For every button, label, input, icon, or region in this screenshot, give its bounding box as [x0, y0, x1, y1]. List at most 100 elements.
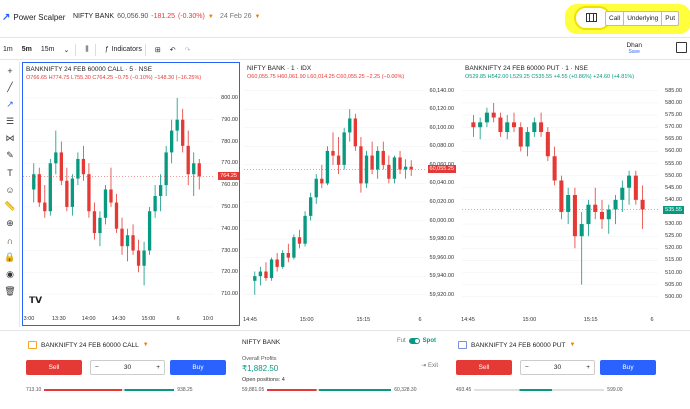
y-tick-label: 730.00: [221, 247, 238, 254]
candle-body: [87, 174, 91, 212]
interval-1m[interactable]: 1m: [3, 46, 13, 53]
broker-account[interactable]: Dhan Save: [626, 42, 642, 55]
brush-icon[interactable]: ✎: [6, 150, 14, 160]
x-tick-label: 3:00: [23, 316, 35, 322]
candle-body: [336, 155, 341, 165]
y-tick-label: 560.00: [665, 148, 682, 155]
put-quantity[interactable]: 30: [553, 364, 562, 371]
layout-icon[interactable]: ⊞: [154, 46, 161, 54]
trendline-icon[interactable]: ╱: [7, 82, 13, 92]
indicators-icon[interactable]: ƒ: [104, 46, 109, 53]
eye-icon[interactable]: ◉: [6, 269, 14, 279]
fullscreen-icon[interactable]: [676, 42, 687, 53]
put-chart-canvas[interactable]: [462, 62, 658, 312]
candle-body: [348, 118, 352, 133]
call-sell-button[interactable]: Sell: [26, 360, 82, 375]
put-quantity-stepper[interactable]: − 30 +: [520, 360, 595, 375]
fut-spot-toggle[interactable]: Fut Spot: [397, 338, 436, 344]
underlying-chart-canvas[interactable]: [244, 62, 426, 312]
interval-5m[interactable]: 5m: [21, 46, 32, 53]
crosshair-icon[interactable]: +: [7, 65, 13, 76]
toggle-switch[interactable]: [408, 338, 420, 344]
chart-panel-underlying[interactable]: 60,140.00 60,120.00 60,100.00 60,080.00 60,0…: [243, 62, 456, 326]
candle-body: [70, 178, 75, 207]
call-chart-canvas[interactable]: [23, 63, 214, 313]
underlying-ohlc: O60,055.75 H60,061.90 L60,014.25 C60,055…: [247, 74, 405, 80]
undo-icon[interactable]: ↶: [169, 46, 176, 54]
call-quantity-stepper[interactable]: − 30 +: [90, 360, 165, 375]
expiry-date[interactable]: 24 Feb 26 ▼: [220, 13, 260, 20]
chevron-down-icon[interactable]: ▼: [254, 13, 261, 20]
last-price-label: 60,055.25: [427, 165, 456, 174]
put-sell-button[interactable]: Sell: [456, 360, 512, 375]
tab-put[interactable]: Put: [665, 15, 676, 22]
candle-body: [403, 166, 408, 170]
call-buy-button[interactable]: Buy: [170, 360, 226, 375]
minus-icon[interactable]: −: [525, 364, 529, 371]
x-tick-label: 14:30: [111, 316, 126, 322]
emoji-icon[interactable]: ☺: [5, 184, 15, 195]
candle-body: [484, 112, 489, 123]
spot-label[interactable]: Spot: [422, 338, 436, 344]
call-time-axis: 3:00 13:30 14:00 14:30 15:00 6 10:0: [23, 313, 241, 325]
candle-body: [164, 152, 168, 186]
candle-body: [120, 228, 124, 247]
overall-profits-label: Overall Profits: [242, 356, 277, 362]
expiry-date-label: 24 Feb 26: [220, 13, 252, 20]
candle-type-icon[interactable]: ⫼: [85, 45, 89, 53]
magnet-icon[interactable]: ∩: [6, 235, 14, 246]
layout-columns-icon[interactable]: [586, 13, 597, 22]
chart-panel-call[interactable]: 800.00 790.00 780.00 770.00 760.00 750.00 740.…: [22, 62, 240, 326]
y-tick-label: 515.00: [665, 257, 682, 264]
call-trade-header[interactable]: BANKNIFTY 24 FEB 60000 CALL ▼: [28, 341, 149, 349]
ruler-icon[interactable]: 📏: [4, 201, 16, 211]
call-quantity[interactable]: 30: [123, 364, 132, 371]
candle-body: [491, 112, 496, 118]
redo-icon[interactable]: ↷: [184, 46, 191, 54]
chart-panel-put[interactable]: 585.00 580.00 575.00 570.00 565.00 560.00 555.…: [461, 62, 684, 326]
exit-button[interactable]: ⇥ Exit: [421, 362, 438, 369]
app-brand[interactable]: ↗ Power Scalper: [2, 12, 65, 23]
minus-icon[interactable]: −: [95, 364, 99, 371]
open-positions[interactable]: Open positions: 4: [242, 377, 285, 383]
candle-body: [37, 174, 41, 203]
y-tick-label: 760.00: [221, 182, 238, 189]
trade-panel: BANKNIFTY 24 FEB 60000 CALL ▼ Sell − 30 …: [0, 330, 690, 409]
pattern-icon[interactable]: ⋈: [5, 133, 15, 143]
fib-icon[interactable]: ☰: [5, 116, 15, 126]
candle-body: [606, 209, 611, 220]
chevron-down-icon[interactable]: ▼: [569, 342, 576, 348]
zoom-icon[interactable]: ⊕: [6, 218, 14, 228]
candle-body: [586, 204, 591, 225]
chevron-down-icon[interactable]: ▼: [207, 13, 214, 20]
chevron-down-icon[interactable]: ⌄: [63, 46, 70, 54]
trash-icon[interactable]: 🗑: [4, 286, 16, 296]
last-price-label: 535.55: [663, 205, 684, 214]
y-tick-label: 540.00: [665, 196, 682, 203]
lock-icon[interactable]: 🔒: [4, 252, 16, 262]
text-icon[interactable]: T: [7, 167, 13, 178]
indicators-label[interactable]: Indicators: [111, 46, 142, 53]
candle-body: [76, 158, 80, 179]
call-range-high: 938.25: [177, 387, 193, 393]
candle-body: [505, 122, 510, 133]
tab-underlying[interactable]: Underlying: [624, 12, 663, 25]
chevron-down-icon[interactable]: ▼: [142, 342, 149, 348]
arrow-icon[interactable]: ↗: [6, 99, 14, 109]
call-range-low: 713.10: [26, 387, 42, 393]
y-tick-label: 60,040.00: [429, 180, 454, 187]
tab-call[interactable]: Call: [606, 12, 625, 25]
plus-icon[interactable]: +: [586, 364, 590, 371]
underlying-symbol: NIFTY BANK: [242, 339, 281, 346]
candle-body: [498, 117, 503, 133]
interval-15m[interactable]: 15m: [40, 46, 55, 53]
fut-label[interactable]: Fut: [396, 338, 406, 344]
candle-body: [158, 185, 163, 196]
put-trade-header[interactable]: BANKNIFTY 24 FEB 60000 PUT ▼: [458, 341, 575, 349]
put-buy-button[interactable]: Buy: [600, 360, 656, 375]
ticker-summary[interactable]: NIFTY BANK 60,056.90 -181.25 (-0.30%) ▼: [73, 13, 214, 20]
candle-body: [370, 155, 374, 170]
broker-save[interactable]: Save: [628, 49, 640, 55]
plus-icon[interactable]: +: [156, 364, 160, 371]
candle-body: [566, 195, 571, 212]
